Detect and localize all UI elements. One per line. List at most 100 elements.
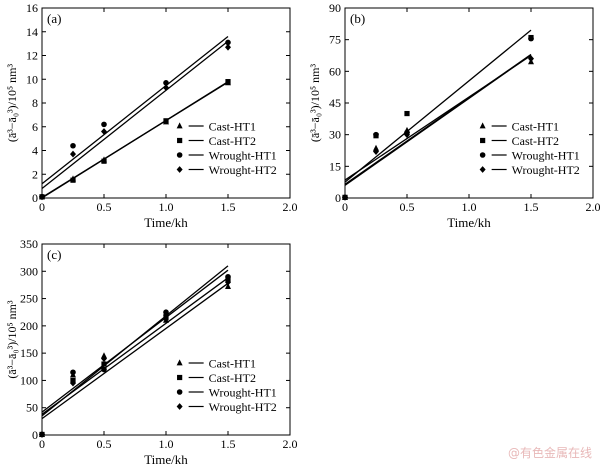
data-point-diamond: [404, 131, 410, 139]
legend-label: Wrought-HT1: [209, 149, 277, 163]
y-tick-label: 12: [26, 49, 38, 63]
data-point-circle: [101, 121, 107, 128]
fit-line: [41, 40, 229, 190]
x-tick-label: 2.0: [283, 200, 298, 214]
legend-marker-triangle: [479, 122, 486, 129]
legend-label: Cast-HT2: [209, 371, 256, 385]
y-tick-label: 300: [20, 264, 38, 278]
legend-marker-square: [480, 137, 486, 144]
data-point-diamond: [70, 150, 76, 158]
legend-label: Cast-HT1: [209, 120, 256, 134]
y-tick-label: 14: [26, 25, 38, 39]
series-cast-ht2: [39, 79, 231, 200]
x-tick-label: 0.5: [97, 200, 112, 214]
data-point-diamond: [39, 193, 45, 201]
legend-label: Cast-HT2: [512, 134, 559, 148]
legend-marker-diamond: [479, 166, 486, 173]
chart-panel: 0 0.5 1.0 1.5 2.0 0 15 30 45 60 75 90 Time/kh (ā³−ā₀³…: [308, 1, 600, 230]
y-tick-label: 350: [20, 237, 38, 251]
legend-label: Wrought-HT2: [209, 400, 277, 414]
legend-label: Wrought-HT1: [512, 149, 580, 163]
data-point-circle: [70, 142, 76, 149]
data-point-diamond: [225, 278, 231, 286]
chart-panel: 0 0.5 1.0 1.5 2.0 0 2 4 6 8 10 12 14 16 Time/kh (ā³−ā₀³…: [5, 1, 298, 230]
legend-marker-square: [177, 137, 183, 144]
legend-label: Cast-HT1: [512, 120, 559, 134]
y-tick-label: 15: [329, 159, 341, 173]
x-tick-label: 1.0: [462, 200, 477, 214]
y-axis-label: (ā³−ā₀³)/10⁵ nm³: [5, 300, 19, 379]
panel-label: (b): [350, 11, 365, 26]
data-point-square: [225, 79, 231, 85]
legend-label: Wrought-HT1: [209, 386, 277, 400]
y-tick-label: 30: [329, 128, 341, 142]
x-tick-label: 0: [39, 200, 45, 214]
data-point-square: [101, 158, 107, 164]
panel-label: (a): [47, 11, 61, 26]
data-point-triangle: [225, 282, 231, 289]
legend-label: Wrought-HT2: [209, 163, 277, 177]
data-point-triangle: [373, 144, 379, 151]
x-axis-label: Time/kh: [447, 215, 491, 230]
x-tick-label: 1.5: [221, 200, 236, 214]
fit-line: [344, 53, 532, 185]
data-point-circle: [528, 35, 534, 42]
data-point-circle: [225, 39, 231, 46]
data-point-diamond: [373, 148, 379, 155]
y-tick-label: 8: [32, 96, 38, 110]
legend-marker-triangle: [176, 122, 183, 129]
panel-label: (c): [47, 247, 61, 262]
legend-marker-diamond: [176, 166, 183, 173]
legend-label: Wrought-HT2: [512, 163, 580, 177]
y-tick-label: 75: [329, 33, 341, 47]
y-tick-label: 60: [329, 64, 341, 78]
data-point-diamond: [39, 431, 45, 438]
x-tick-label: 2.0: [283, 437, 298, 451]
y-tick-label: 45: [329, 96, 341, 110]
data-point-diamond: [528, 55, 534, 63]
y-tick-label: 4: [32, 144, 38, 158]
y-tick-label: 0: [32, 191, 38, 205]
legend-label: Cast-HT1: [209, 357, 256, 371]
data-point-circle: [70, 369, 76, 376]
data-point-square: [70, 177, 76, 183]
fit-line: [344, 29, 532, 183]
series-wrought-ht2: [39, 40, 231, 201]
data-point-square: [404, 110, 410, 117]
fit-line: [41, 282, 229, 420]
legend-marker-triangle: [176, 359, 183, 366]
fit-line: [41, 265, 229, 417]
chart-panel: 0 0.5 1.0 1.5 2.0 0 50 100 150 200 250 300 350 Time/k…: [5, 237, 298, 465]
series-cast-ht1: [39, 282, 231, 437]
legend-label: Cast-HT2: [209, 134, 256, 148]
legend-marker-diamond: [176, 403, 183, 410]
y-tick-label: 10: [26, 72, 38, 86]
x-tick-label: 0: [342, 200, 348, 214]
y-tick-label: 250: [20, 292, 38, 306]
x-tick-label: 0.5: [97, 437, 112, 451]
data-point-diamond: [225, 43, 231, 51]
legend-marker-square: [177, 374, 183, 381]
x-tick-label: 2.0: [586, 200, 600, 214]
watermark: @有色金属在线: [507, 446, 592, 460]
data-point-diamond: [70, 379, 76, 387]
series-wrought-ht2: [342, 53, 534, 201]
data-point-diamond: [342, 193, 348, 201]
series-cast-ht2: [342, 29, 534, 200]
series-wrought-ht1: [39, 269, 231, 438]
data-point-circle: [163, 80, 169, 86]
fit-line: [41, 81, 229, 198]
data-point-circle: [373, 131, 379, 138]
data-point-diamond: [101, 355, 107, 362]
legend-marker-circle: [176, 152, 183, 158]
legend-marker-circle: [479, 152, 486, 158]
legend-marker-circle: [176, 389, 183, 395]
x-tick-label: 1.5: [221, 437, 236, 451]
y-tick-label: 100: [20, 373, 38, 387]
y-tick-label: 200: [20, 319, 38, 333]
y-tick-label: 6: [32, 120, 38, 134]
data-point-circle: [225, 273, 231, 280]
series-wrought-ht2: [39, 265, 231, 438]
